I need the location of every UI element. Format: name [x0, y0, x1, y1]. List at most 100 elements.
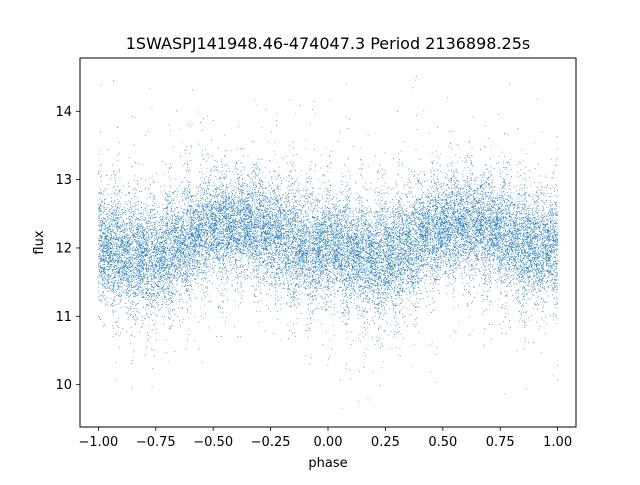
data-point [299, 194, 301, 196]
data-point [513, 300, 515, 302]
data-point [269, 210, 270, 212]
data-point [516, 217, 518, 219]
data-point [329, 226, 331, 228]
data-point [371, 211, 373, 213]
data-point [492, 179, 493, 181]
data-point [346, 254, 348, 256]
data-point [244, 221, 246, 223]
data-point [194, 315, 196, 317]
data-point [434, 301, 436, 303]
data-point [326, 300, 328, 302]
data-point [444, 245, 446, 247]
data-point [320, 257, 322, 259]
data-point [377, 341, 379, 343]
data-point [528, 232, 530, 234]
data-point [150, 260, 152, 262]
data-point [439, 228, 441, 230]
data-point [507, 196, 509, 198]
data-point [538, 189, 540, 191]
data-point [239, 185, 241, 187]
data-point [116, 270, 118, 272]
data-point [129, 263, 131, 265]
data-point [316, 270, 318, 272]
data-point [277, 229, 279, 231]
data-point [222, 225, 224, 227]
data-point [445, 218, 447, 220]
data-point [321, 284, 323, 286]
data-point [240, 242, 242, 244]
data-point [272, 271, 274, 273]
data-point [362, 279, 364, 280]
data-point [443, 182, 445, 184]
data-point [160, 232, 162, 233]
data-point [333, 307, 335, 309]
data-point [255, 244, 257, 246]
data-point [246, 224, 248, 225]
data-point [262, 261, 264, 263]
data-point [347, 319, 349, 320]
data-point [165, 251, 167, 253]
data-point [551, 256, 552, 258]
data-point [212, 228, 214, 230]
data-point [139, 312, 141, 314]
data-points [97, 76, 559, 409]
data-point [492, 255, 494, 257]
data-point [199, 171, 200, 173]
data-point [283, 224, 285, 226]
data-point [489, 208, 491, 210]
data-point [408, 249, 410, 250]
data-point [219, 192, 221, 193]
data-point [170, 263, 172, 265]
data-point [552, 204, 553, 206]
data-point [269, 198, 271, 200]
data-point [337, 201, 339, 203]
data-point [233, 202, 234, 204]
data-point [521, 298, 523, 300]
data-point [309, 310, 311, 312]
data-point [330, 222, 332, 224]
data-point [427, 214, 429, 216]
data-point [113, 229, 115, 231]
data-point [522, 271, 524, 273]
data-point [160, 265, 162, 266]
data-point [439, 240, 441, 242]
data-point [408, 168, 410, 170]
data-point [370, 188, 371, 190]
data-point [513, 217, 514, 219]
data-point [233, 265, 235, 267]
data-point [168, 268, 170, 269]
data-point [329, 288, 331, 290]
data-point [240, 185, 242, 187]
data-point [552, 288, 554, 290]
data-point [521, 293, 523, 295]
data-point [117, 213, 119, 215]
data-point [407, 248, 409, 250]
data-point [412, 286, 414, 288]
data-point [539, 280, 540, 282]
data-point [503, 181, 505, 183]
data-point [135, 277, 137, 279]
data-point [153, 228, 154, 230]
data-point [312, 188, 314, 190]
data-point [467, 241, 469, 243]
data-point [266, 281, 268, 283]
data-point [188, 224, 189, 226]
data-point [448, 196, 450, 198]
data-point [314, 223, 316, 225]
data-point [358, 230, 360, 232]
data-point [483, 234, 485, 236]
data-point [271, 238, 273, 240]
data-point [343, 210, 344, 212]
data-point [323, 210, 325, 212]
data-point [451, 213, 453, 215]
data-point [196, 204, 198, 206]
data-point [222, 300, 224, 302]
data-point [349, 211, 351, 213]
data-point [529, 274, 530, 276]
data-point [236, 273, 238, 275]
data-point [235, 289, 237, 291]
data-point [282, 253, 283, 255]
data-point [213, 169, 215, 171]
data-point [511, 213, 513, 215]
data-point [400, 269, 401, 271]
